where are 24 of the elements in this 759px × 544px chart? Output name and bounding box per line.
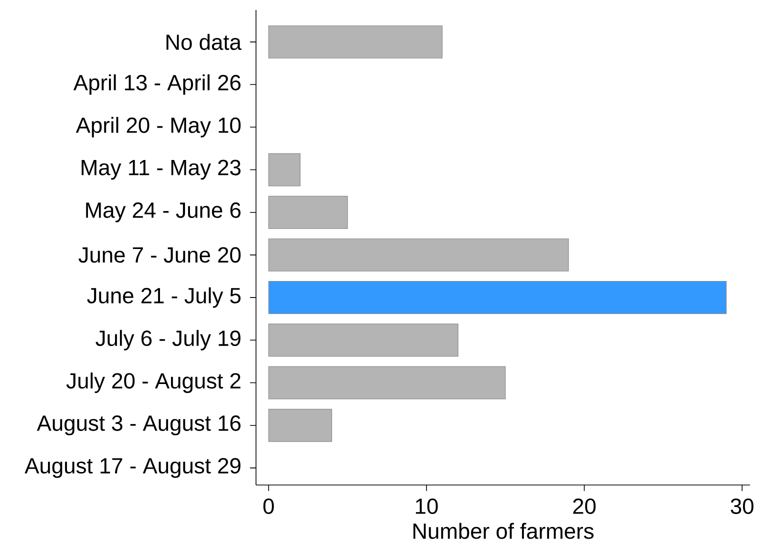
y-tick-label: June 7 - June 20 [78,247,241,263]
x-axis-title: Number of farmers [413,522,594,539]
bar [268,25,443,58]
x-tick-label: 30 [730,498,754,514]
y-tick-label: July 6 - July 19 [96,330,240,350]
y-tick-label: August 3 - August 16 [36,415,241,436]
bar [268,324,458,357]
y-tick-label: April 13 - April 26 [73,74,241,95]
x-tick-label: 20 [573,498,596,514]
bar [268,196,348,229]
y-tick-label: August 17 - August 29 [24,458,240,478]
bar [268,153,300,186]
y-tick-label: April 20 - May 10 [76,116,241,138]
bar [268,281,727,314]
bar [268,408,332,442]
bar [268,366,506,400]
x-tick-label: 0 [263,498,274,514]
x-tick-label: 10 [416,498,438,514]
y-tick-label: June 21 - July 5 [87,287,241,308]
y-tick-label: July 20 - August 2 [66,372,240,393]
y-tick-label: May 11 - May 23 [82,160,241,180]
bar [268,238,569,272]
y-tick-label: May 24 - June 6 [86,202,241,222]
y-tick-label: No data [166,34,242,50]
